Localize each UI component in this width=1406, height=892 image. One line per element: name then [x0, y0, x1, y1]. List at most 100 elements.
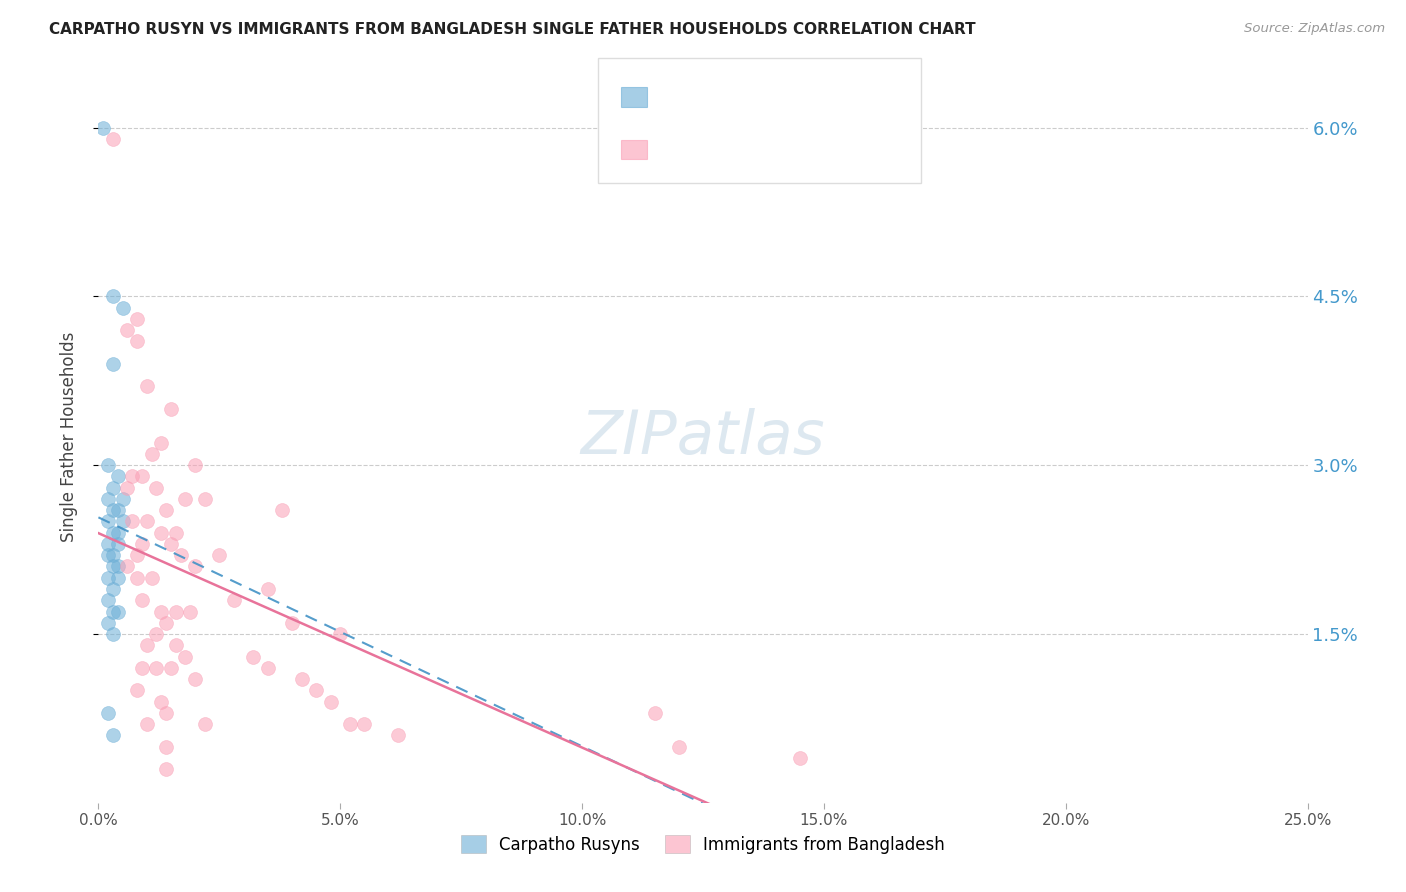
- Point: [174, 649, 197, 664]
- Point: [353, 717, 375, 731]
- Point: [97, 706, 120, 720]
- Text: R =: R =: [658, 88, 695, 106]
- Point: [101, 503, 124, 517]
- Point: [165, 638, 187, 652]
- Point: [222, 593, 245, 607]
- Point: [145, 627, 167, 641]
- Point: [97, 571, 120, 585]
- Point: [135, 717, 157, 731]
- Point: [127, 548, 149, 562]
- Point: [194, 491, 217, 506]
- Point: [145, 481, 167, 495]
- Text: N =: N =: [740, 88, 787, 106]
- Point: [155, 503, 177, 517]
- Point: [101, 627, 124, 641]
- Point: [329, 627, 352, 641]
- Point: [97, 458, 120, 473]
- Point: [101, 481, 124, 495]
- Point: [131, 537, 153, 551]
- Point: [131, 469, 153, 483]
- Point: [256, 582, 278, 596]
- Y-axis label: Single Father Households: Single Father Households: [59, 332, 77, 542]
- Text: ZIPatlas: ZIPatlas: [581, 408, 825, 467]
- Point: [101, 548, 124, 562]
- Text: Source: ZipAtlas.com: Source: ZipAtlas.com: [1244, 22, 1385, 36]
- Point: [155, 739, 177, 754]
- Text: CARPATHO RUSYN VS IMMIGRANTS FROM BANGLADESH SINGLE FATHER HOUSEHOLDS CORRELATIO: CARPATHO RUSYN VS IMMIGRANTS FROM BANGLA…: [49, 22, 976, 37]
- Point: [107, 605, 129, 619]
- Point: [111, 491, 134, 506]
- Point: [165, 605, 187, 619]
- Text: -0.014: -0.014: [697, 88, 756, 106]
- Point: [107, 571, 129, 585]
- Point: [101, 132, 124, 146]
- Point: [339, 717, 361, 731]
- Point: [107, 537, 129, 551]
- Point: [256, 661, 278, 675]
- Text: N =: N =: [740, 140, 787, 159]
- Point: [145, 661, 167, 675]
- Point: [305, 683, 328, 698]
- Point: [174, 491, 197, 506]
- Point: [131, 661, 153, 675]
- Point: [117, 323, 139, 337]
- Point: [165, 525, 187, 540]
- Point: [101, 559, 124, 574]
- Point: [160, 537, 183, 551]
- Point: [281, 615, 304, 630]
- Point: [184, 458, 207, 473]
- Point: [242, 649, 264, 664]
- Point: [127, 683, 149, 698]
- Point: [135, 379, 157, 393]
- Point: [155, 615, 177, 630]
- Point: [101, 728, 124, 742]
- Point: [101, 582, 124, 596]
- Point: [121, 515, 143, 529]
- Point: [97, 548, 120, 562]
- Point: [135, 638, 157, 652]
- Point: [97, 515, 120, 529]
- Point: [97, 593, 120, 607]
- Point: [208, 548, 231, 562]
- Point: [91, 120, 114, 135]
- Point: [179, 605, 201, 619]
- Point: [141, 571, 163, 585]
- Point: [107, 503, 129, 517]
- Point: [135, 515, 157, 529]
- Point: [150, 694, 173, 708]
- Point: [101, 357, 124, 371]
- Point: [169, 548, 191, 562]
- Text: R =: R =: [658, 140, 695, 159]
- Point: [644, 706, 666, 720]
- Point: [150, 605, 173, 619]
- Point: [160, 401, 183, 416]
- Point: [127, 312, 149, 326]
- Point: [150, 525, 173, 540]
- Point: [668, 739, 690, 754]
- Point: [107, 525, 129, 540]
- Point: [97, 491, 120, 506]
- Point: [101, 525, 124, 540]
- Point: [387, 728, 409, 742]
- Point: [290, 672, 312, 686]
- Point: [155, 706, 177, 720]
- Point: [131, 593, 153, 607]
- Legend: Carpatho Rusyns, Immigrants from Bangladesh: Carpatho Rusyns, Immigrants from Banglad…: [454, 829, 952, 860]
- Point: [194, 717, 217, 731]
- Text: -0.161: -0.161: [697, 140, 756, 159]
- Point: [101, 605, 124, 619]
- Text: 31: 31: [782, 88, 804, 106]
- Point: [271, 503, 294, 517]
- Point: [127, 571, 149, 585]
- Point: [319, 694, 342, 708]
- Point: [127, 334, 149, 349]
- Point: [111, 301, 134, 315]
- Point: [111, 515, 134, 529]
- Point: [184, 559, 207, 574]
- Point: [107, 469, 129, 483]
- Point: [107, 559, 129, 574]
- Point: [160, 661, 183, 675]
- Point: [97, 615, 120, 630]
- Point: [121, 469, 143, 483]
- Point: [101, 289, 124, 303]
